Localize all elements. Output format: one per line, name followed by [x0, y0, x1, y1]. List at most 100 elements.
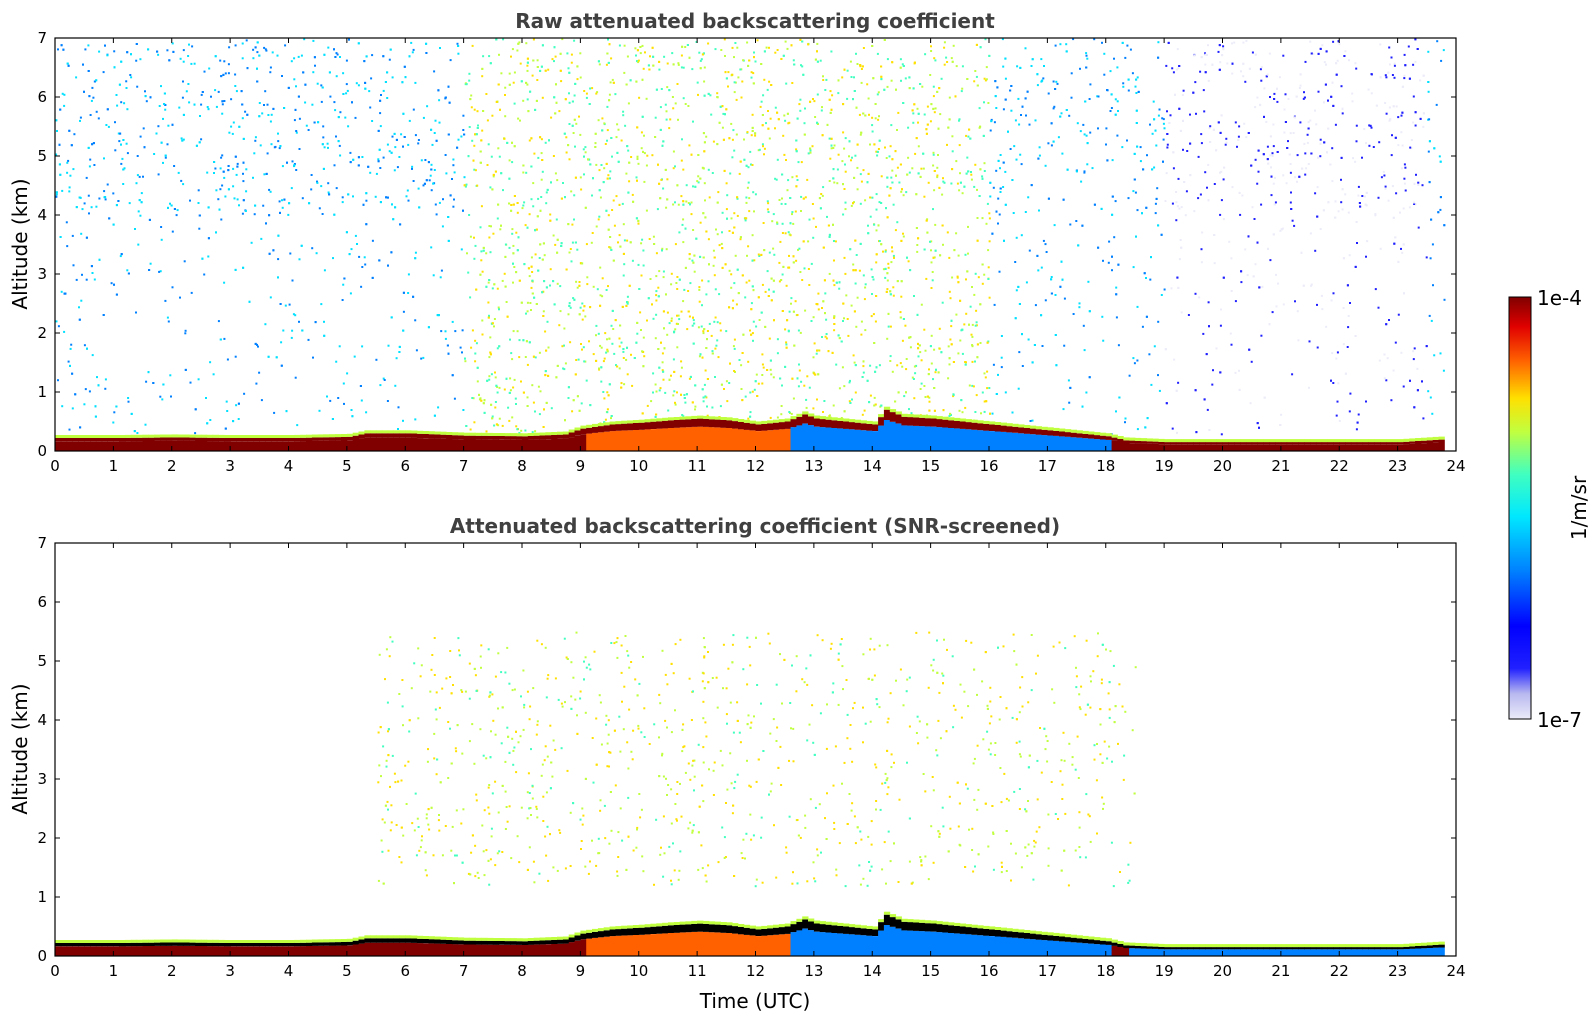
backscatter-point [1392, 105, 1395, 108]
backscatter-point [948, 363, 951, 366]
backscatter-point [665, 293, 667, 296]
backscatter-point [1263, 396, 1266, 399]
backscatter-point [716, 96, 719, 98]
backscatter-point [307, 338, 310, 341]
backscatter-point [135, 311, 137, 314]
backscatter-point [720, 49, 723, 51]
backscatter-point [280, 364, 283, 367]
backscatter-point [917, 112, 920, 115]
backscatter-point [1383, 174, 1386, 177]
backscatter-point [512, 386, 515, 389]
backscatter-point [1194, 292, 1197, 295]
backscatter-point [1307, 163, 1310, 165]
backscatter-point [930, 287, 933, 289]
backscatter-point [726, 217, 728, 220]
backscatter-point [1015, 236, 1018, 239]
backscatter-point [896, 280, 899, 283]
backscatter-point [1401, 85, 1404, 88]
backscatter-point [337, 397, 340, 399]
backscatter-point [356, 243, 358, 245]
backscatter-point [848, 155, 850, 158]
backscatter-point [730, 122, 733, 125]
backscatter-point [1226, 62, 1229, 65]
backscatter-point [618, 367, 621, 370]
backscatter-point [345, 59, 348, 62]
backscatter-point [1397, 260, 1400, 263]
backscatter-point [181, 96, 184, 99]
backscatter-point [601, 277, 604, 280]
backscatter-point [595, 163, 598, 166]
backscatter-point [476, 184, 479, 187]
backscatter-point [1089, 83, 1092, 86]
backscatter-point [694, 384, 697, 387]
backscatter-point [1319, 138, 1322, 141]
backscatter-point [537, 269, 540, 272]
backscatter-point [333, 48, 335, 51]
backscatter-point [976, 343, 979, 346]
backscatter-point [321, 143, 324, 146]
backscatter-point [1276, 100, 1279, 103]
backscatter-point [783, 114, 786, 117]
backscatter-point [630, 156, 633, 158]
backscatter-point [807, 268, 810, 270]
backscatter-point [573, 94, 576, 97]
backscatter-point [526, 98, 529, 101]
backscatter-point [749, 391, 752, 394]
backscatter-point [721, 247, 724, 250]
backscatter-point [687, 105, 690, 107]
backscatter-point [1106, 159, 1109, 162]
backscatter-point [800, 210, 802, 212]
backscatter-point [937, 127, 940, 130]
backscatter-point [555, 218, 558, 221]
backscatter-point [567, 313, 570, 316]
backscatter-point [934, 223, 937, 226]
backscatter-point [84, 48, 87, 51]
backscatter-point [744, 217, 747, 220]
backscatter-point [317, 121, 320, 124]
backscatter-point [619, 245, 622, 248]
backscatter-point [568, 101, 571, 104]
backscatter-point [435, 139, 438, 142]
backscatter-point [117, 200, 120, 202]
backscatter-point [1065, 109, 1068, 111]
backscatter-point [1344, 193, 1347, 196]
backscatter-point [167, 206, 169, 209]
backscatter-point [858, 113, 861, 116]
backscatter-point [940, 351, 943, 354]
backscatter-point [1308, 386, 1310, 389]
backscatter-point [508, 391, 511, 394]
backscatter-point [718, 293, 721, 296]
backscatter-point [88, 212, 90, 215]
backscatter-point [268, 214, 271, 217]
backscatter-point [388, 150, 391, 153]
backscatter-point [860, 81, 863, 84]
backscatter-point [713, 274, 716, 277]
backscatter-point [1301, 167, 1304, 170]
backscatter-point [585, 379, 588, 382]
backscatter-point [790, 302, 792, 305]
backscatter-point [1269, 259, 1272, 262]
backscatter-point [844, 272, 847, 275]
backscatter-point [564, 419, 566, 422]
backscatter-point [1020, 234, 1023, 237]
backscatter-point [703, 80, 706, 83]
backscatter-point [540, 65, 543, 68]
backscatter-point [534, 253, 537, 256]
backscatter-point [277, 132, 279, 135]
backscatter-point [215, 105, 218, 108]
backscatter-point [754, 60, 757, 63]
backscatter-point [636, 49, 639, 52]
backscatter-point [566, 52, 569, 55]
backscatter-point [169, 374, 172, 377]
backscatter-point [797, 329, 800, 332]
backscatter-point [80, 299, 83, 302]
backscatter-point [622, 114, 625, 117]
backscatter-point [841, 76, 844, 79]
backscatter-point [1009, 89, 1012, 92]
backscatter-point [1397, 116, 1400, 119]
backscatter-point [1178, 65, 1181, 67]
backscatter-point [791, 211, 794, 214]
backscatter-point [485, 430, 488, 433]
backscatter-point [449, 59, 452, 62]
backscatter-point [532, 59, 535, 62]
